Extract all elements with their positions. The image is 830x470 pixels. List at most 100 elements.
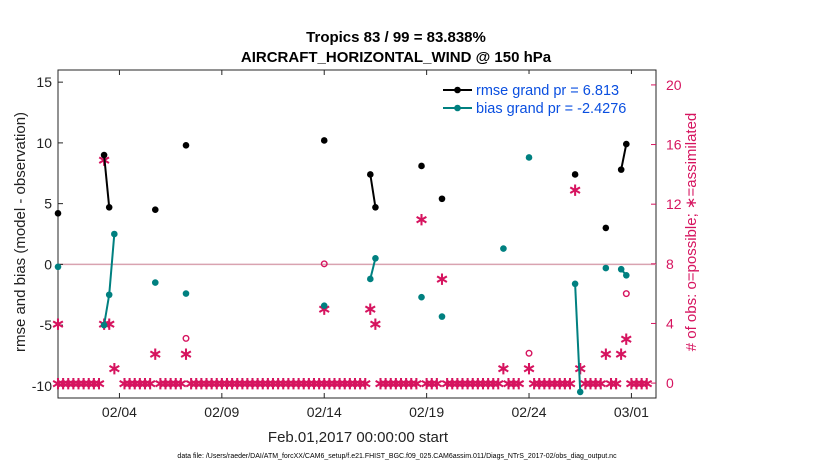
- obs-assimilated-marker: ∗: [312, 374, 326, 393]
- obs-assimilated-marker: ∗: [476, 374, 490, 393]
- obs-assimilated-marker: ∗: [501, 374, 515, 393]
- obs-assimilated-marker: ∗: [107, 359, 121, 378]
- obs-assimilated-marker: ∗: [153, 374, 167, 393]
- obs-assimilated-marker: ∗: [384, 374, 398, 393]
- legend: rmse grand pr = 6.813 bias grand pr = -2…: [440, 74, 644, 118]
- rmse-point: [100, 151, 108, 159]
- rmse-line: [369, 174, 377, 208]
- bias-point: [100, 321, 108, 329]
- bias-point: [151, 279, 159, 286]
- obs-assimilated-marker: ∗: [368, 314, 382, 333]
- y-axis-right-label: # of obs: o=possible; ∗=assimilated: [683, 113, 700, 352]
- chart-subtitle: AIRCRAFT_HORIZONTAL_WIND @ 150 hPa: [241, 49, 552, 66]
- obs-assimilated-marker: ∗: [522, 359, 536, 378]
- obs-assimilated-marker: ∗: [430, 374, 444, 393]
- rmse-point: [418, 162, 425, 170]
- obs-assimilated-marker: ∗: [317, 374, 331, 393]
- y-tick-label-left: 0: [44, 256, 52, 272]
- obs-assimilated-marker: ∗: [548, 374, 562, 393]
- legend-box: [440, 74, 644, 118]
- obs-assimilated-marker: ∗: [348, 374, 362, 393]
- obs-assimilated-marker: ∗: [281, 374, 295, 393]
- rmse-point: [602, 224, 610, 232]
- obs-assimilated-marker: ∗: [210, 374, 224, 393]
- obs-assimilated-marker: ∗: [481, 374, 495, 393]
- x-tick-label: 03/01: [614, 404, 649, 420]
- bias-line: [574, 283, 582, 392]
- obs-assimilated-marker: ∗: [322, 374, 336, 393]
- obs-assimilated-marker: ∗: [286, 374, 300, 393]
- obs-assimilated-marker: ∗: [358, 374, 372, 393]
- rmse-point: [367, 171, 374, 178]
- obs-assimilated-marker: ∗: [138, 374, 152, 393]
- y-tick-label-left: 15: [36, 74, 52, 90]
- obs-assimilated-marker: ∗: [507, 374, 521, 393]
- obs-assimilated-marker: ∗: [332, 374, 346, 393]
- obs-assimilated-marker: ∗: [220, 374, 234, 393]
- y-tick-label-right: 4: [666, 315, 674, 331]
- obs-possible-marker: [320, 260, 328, 268]
- bias-point: [576, 388, 584, 396]
- rmse-point: [438, 195, 446, 203]
- obs-assimilated-marker: ∗: [599, 344, 613, 363]
- obs-assimilated-marker: ∗: [317, 300, 331, 319]
- obs-assimilated-marker: ∗: [184, 374, 198, 393]
- obs-assimilated-marker: ∗: [143, 374, 157, 393]
- obs-assimilated-marker: ∗: [635, 374, 649, 393]
- obs-assimilated-marker: ∗: [399, 374, 413, 393]
- bias-point: [617, 265, 625, 273]
- obs-assimilated-marker: ∗: [409, 374, 423, 393]
- obs-assimilated-marker: ∗: [420, 374, 434, 393]
- obs-assimilated-marker: ∗: [373, 374, 387, 393]
- obs-assimilated-marker: ∗: [174, 374, 188, 393]
- obs-assimilated-marker: ∗: [148, 344, 162, 363]
- obs-assimilated-marker: ∗: [389, 374, 403, 393]
- obs-assimilated-marker: ∗: [363, 300, 377, 319]
- legend-rmse-marker: [454, 86, 461, 94]
- obs-assimilated-marker: ∗: [307, 374, 321, 393]
- obs-assimilated-marker: ∗: [629, 374, 643, 393]
- y-tick-label-right: 0: [666, 375, 674, 391]
- obs-assimilated-marker: ∗: [609, 374, 623, 393]
- obs-assimilated-marker: ∗: [76, 374, 90, 393]
- obs-assimilated-marker: ∗: [204, 374, 218, 393]
- obs-assimilated-marker: ∗: [179, 344, 193, 363]
- obs-assimilated-marker: ∗: [542, 374, 556, 393]
- obs-assimilated-marker: ∗: [230, 374, 244, 393]
- obs-assimilated-marker: ∗: [583, 374, 597, 393]
- y-axis-left-label: rmse and bias (model - observation): [12, 112, 29, 352]
- obs-assimilated-marker: ∗: [251, 374, 265, 393]
- bias-line: [103, 233, 116, 326]
- obs-assimilated-marker: ∗: [123, 374, 137, 393]
- obs-assimilated-marker: ∗: [425, 374, 439, 393]
- obs-assimilated-marker: ∗: [327, 374, 341, 393]
- obs-assimilated-marker: ∗: [573, 359, 587, 378]
- obs-assimilated-marker: ∗: [128, 374, 142, 393]
- obs-assimilated-marker: ∗: [92, 374, 106, 393]
- obs-assimilated-marker: ∗: [133, 374, 147, 393]
- x-tick-label: 02/14: [307, 404, 342, 420]
- y-tick-label-right: 16: [666, 137, 682, 153]
- rmse-point: [372, 203, 379, 211]
- rmse-point: [320, 137, 328, 144]
- bias-line: [369, 258, 377, 280]
- obs-assimilated-marker: ∗: [604, 374, 618, 393]
- bias-point: [623, 272, 630, 279]
- obs-assimilated-marker: ∗: [471, 374, 485, 393]
- rmse-point: [151, 206, 159, 214]
- obs-assimilated-marker: ∗: [435, 270, 449, 289]
- obs-possible-marker: [525, 349, 533, 357]
- x-axis: 02/04 02/09 02/14 02/19 02/24 03/01: [102, 70, 649, 420]
- obs-assimilated-marker: ∗: [51, 314, 65, 333]
- chart-title: Tropics 83 / 99 = 83.838%: [306, 29, 486, 46]
- obs-assimilated-marker: ∗: [164, 374, 178, 393]
- obs-assimilated-marker: ∗: [353, 374, 367, 393]
- obs-assimilated-marker: ∗: [338, 374, 352, 393]
- obs-assimilated-marker: ∗: [568, 180, 582, 199]
- obs-assimilated-marker: ∗: [271, 374, 285, 393]
- obs-assimilated-marker: ∗: [486, 374, 500, 393]
- bias-point: [438, 313, 446, 320]
- bias-point: [525, 154, 533, 161]
- obs-assimilated-marker: ∗: [276, 374, 290, 393]
- obs-assimilated-marker: ∗: [66, 374, 80, 393]
